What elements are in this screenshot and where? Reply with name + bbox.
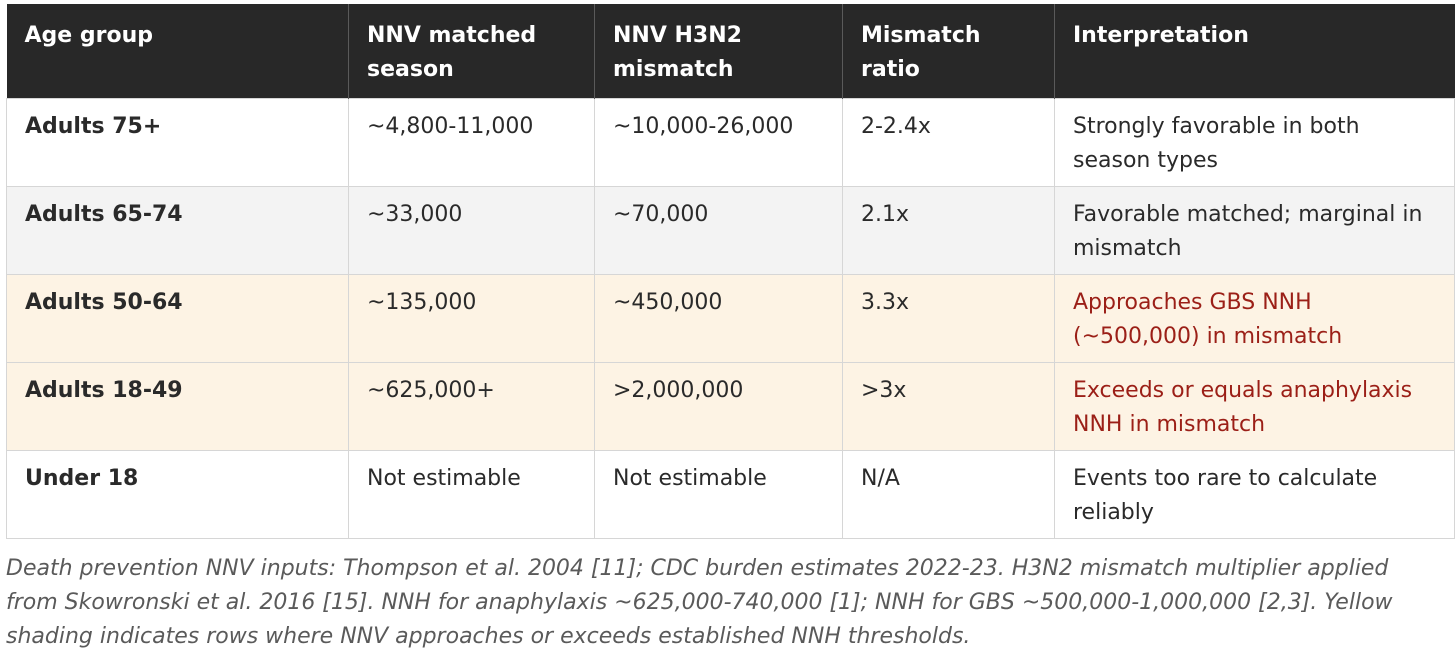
cell-nnv-mismatch: ~450,000 [594,273,843,363]
header-mismatch-ratio: Mismatch ratio [842,4,1055,98]
cell-mismatch-ratio: N/A [842,449,1055,539]
cell-mismatch-ratio: 2.1x [842,185,1055,275]
cell-age-group: Adults 50-64 [6,273,349,363]
cell-nnv-matched: Not estimable [348,449,595,539]
cell-nnv-matched: ~135,000 [348,273,595,363]
cell-mismatch-ratio: 3.3x [842,273,1055,363]
table-row: Adults 18-49 ~625,000+ >2,000,000 >3x Ex… [6,361,1455,451]
cell-nnv-matched: ~33,000 [348,185,595,275]
cell-nnv-mismatch: ~10,000-26,000 [594,97,843,187]
table-header: Age group NNV matched season NNV H3N2 mi… [6,4,1455,98]
cell-nnv-matched: ~4,800-11,000 [348,97,595,187]
cell-mismatch-ratio: >3x [842,361,1055,451]
cell-nnv-mismatch: Not estimable [594,449,843,539]
table-row: Adults 75+ ~4,800-11,000 ~10,000-26,000 … [6,97,1455,187]
header-age-group: Age group [6,4,349,98]
header-row: Age group NNV matched season NNV H3N2 mi… [6,4,1455,98]
cell-age-group: Adults 75+ [6,97,349,187]
cell-nnv-mismatch: ~70,000 [594,185,843,275]
header-interpretation: Interpretation [1073,23,1249,48]
table-row: Adults 65-74 ~33,000 ~70,000 2.1x Favora… [6,185,1455,275]
header-nnv-h3n2-mismatch: NNV H3N2 mismatch [594,4,843,98]
nnv-table: Age group NNV matched season NNV H3N2 mi… [6,4,1455,539]
cell-age-group: Adults 18-49 [6,361,349,451]
cell-age-group: Under 18 [6,449,349,539]
cell-nnv-mismatch: >2,000,000 [594,361,843,451]
cell-interpretation-warning: Approaches GBS NNH (~500,000) in mismatc… [1054,273,1455,363]
cell-age-group: Adults 65-74 [6,185,349,275]
table-caption: Death prevention NNV inputs: Thompson et… [6,556,1393,649]
cell-mismatch-ratio: 2-2.4x [842,97,1055,187]
table-row: Under 18 Not estimable Not estimable N/A… [6,449,1455,539]
cell-interpretation: Favorable matched; marginal in mismatch [1054,185,1455,275]
table-row: Adults 50-64 ~135,000 ~450,000 3.3x Appr… [6,273,1455,363]
table-body: Adults 75+ ~4,800-11,000 ~10,000-26,000 … [6,97,1455,539]
cell-interpretation: Strongly favorable in both season types [1054,97,1455,187]
cell-interpretation: Events too rare to calculate reliably [1054,449,1455,539]
cell-nnv-matched: ~625,000+ [348,361,595,451]
header-nnv-matched-season: NNV matched season [348,4,595,98]
cell-interpretation-warning: Exceeds or equals anaphylaxis NNH in mis… [1054,361,1455,451]
